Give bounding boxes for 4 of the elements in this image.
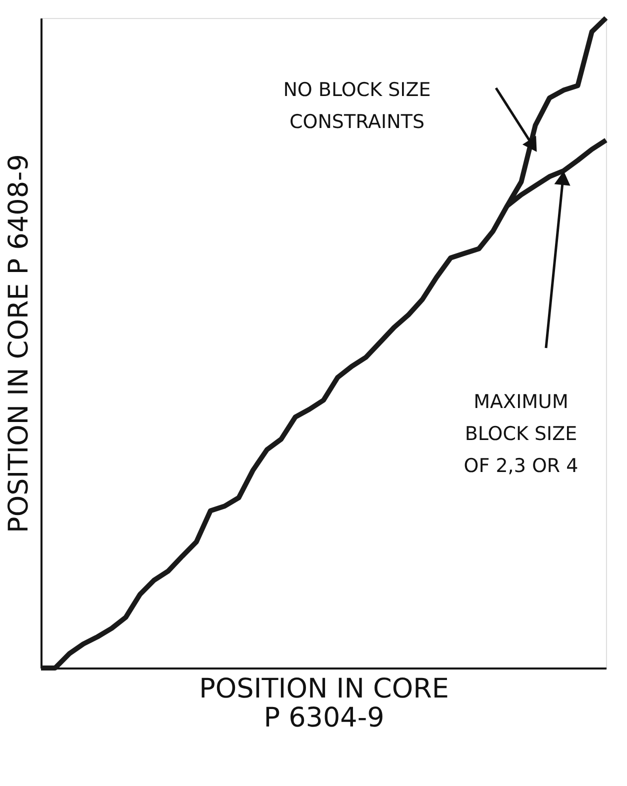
annotation: NO BLOCK SIZE CONSTRAINTS	[283, 79, 431, 133]
annotation: MAXIMUM BLOCK SIZE OF 2,3 OR 4	[464, 391, 578, 477]
y-axis-title: POSITION IN CORE P 6408-9	[4, 154, 34, 533]
x-axis-title: POSITION IN CORE P 6304-9	[199, 674, 449, 734]
